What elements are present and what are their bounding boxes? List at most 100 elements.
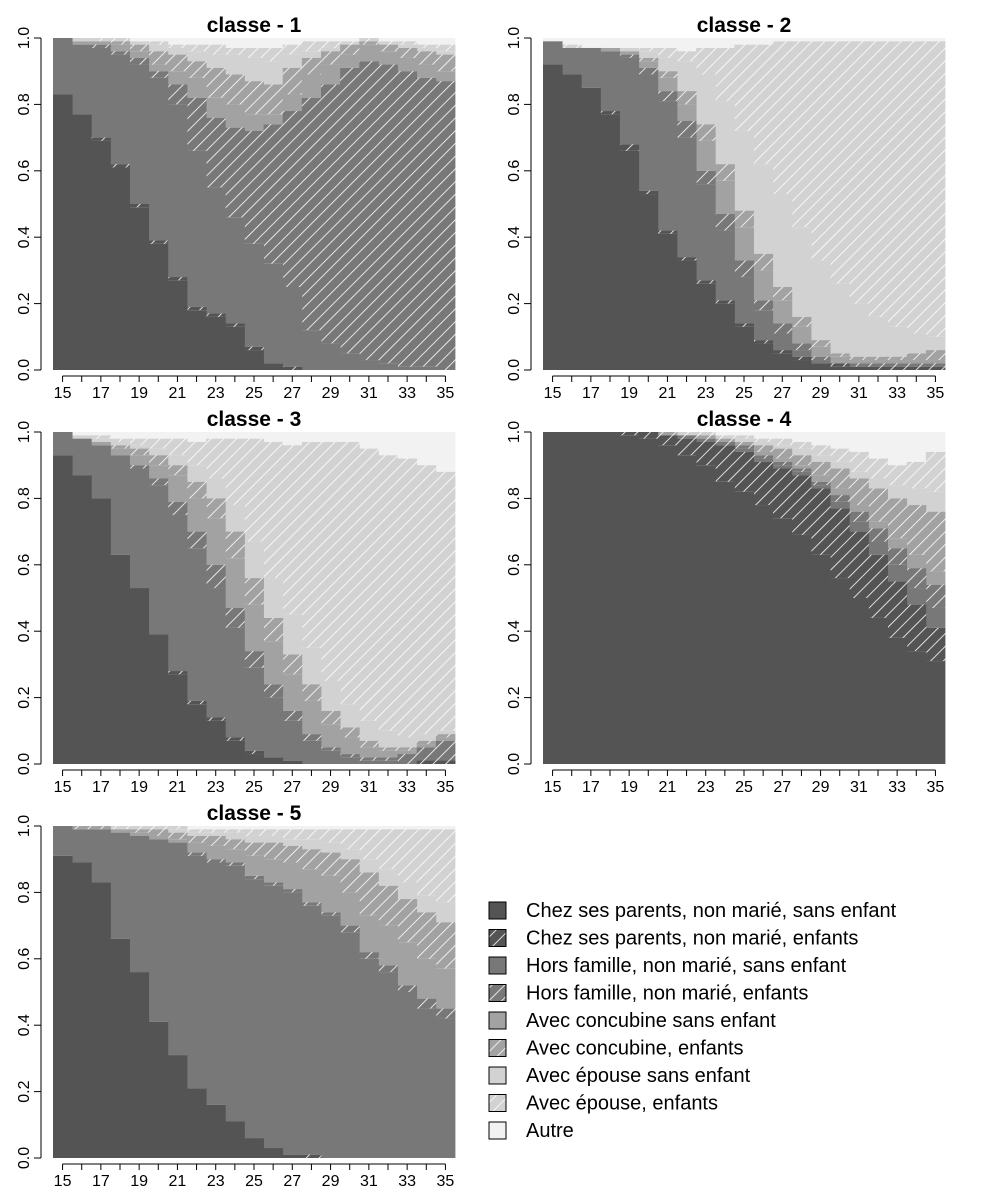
area-segment-2-s2-x34 — [906, 366, 927, 370]
area-segment-5-s7-x29 — [321, 842, 341, 853]
area-segment-2-s9-x29 — [811, 38, 831, 42]
area-segment-3-s4-x29 — [321, 747, 341, 751]
area-segment-2-s6-x30 — [830, 353, 850, 357]
area-segment-4-s4-x31 — [849, 511, 869, 522]
area-segment-1-s8-x21 — [167, 44, 188, 48]
area-segment-4-s4-x29 — [811, 481, 831, 486]
area-segment-5-s7-x30 — [340, 849, 360, 860]
area-segment-5-s9-x35 — [435, 826, 456, 830]
area-segment-3-s6-x32 — [378, 747, 398, 751]
x-tick-label: 31 — [850, 385, 868, 402]
area-segment-4-s7-x30 — [830, 461, 850, 469]
area-segment-2-s2-x27 — [772, 350, 793, 354]
x-tick-label: 23 — [207, 779, 225, 796]
area-segment-3-s9-x32 — [378, 432, 398, 456]
area-segment-4-s1-x22 — [677, 455, 697, 764]
area-segment-2-s1-x15 — [543, 64, 563, 370]
area-segment-2-s3-x24 — [715, 230, 735, 301]
area-segment-1-s1-x23 — [206, 316, 226, 370]
panel-3: classe - 3 0.0 0.2 0.4 0.6 0.8 1.0 15 17 19 21 23 25… — [16, 408, 456, 796]
area-segment-2-s8-x23 — [696, 47, 716, 75]
area-segment-2-s1-x31 — [849, 366, 869, 370]
area-segment-2-s9-x35 — [925, 38, 946, 42]
area-segment-1-s8-x31 — [359, 38, 379, 42]
area-segment-4-s8-x32 — [868, 458, 888, 479]
y-tick-label: 0.0 — [16, 753, 33, 775]
x-tick-label: 21 — [659, 779, 677, 796]
area-segment-5-s4-x32 — [378, 965, 398, 973]
area-segment-5-s4-x23 — [206, 859, 226, 863]
area-segment-2-s2-x28 — [791, 356, 812, 361]
area-segment-5-s9-x29 — [321, 826, 341, 830]
area-segment-3-s8-x35 — [435, 471, 456, 731]
area-segment-1-s5-x18 — [110, 44, 130, 52]
area-segment-4-s4-x33 — [887, 548, 908, 565]
area-segment-2-s9-x33 — [887, 38, 908, 42]
area-segment-2-s7-x26 — [753, 164, 774, 254]
area-segment-5-s5-x20 — [148, 835, 169, 840]
area-segment-3-s7-x18 — [110, 441, 130, 446]
area-segment-3-s1-x19 — [129, 588, 150, 764]
area-segment-4-s2-x34 — [906, 604, 927, 652]
area-segment-5-s3-x28 — [301, 905, 322, 1155]
area-segment-1-s1-x22 — [187, 310, 207, 370]
area-segment-4-s1-x17 — [581, 432, 601, 764]
area-segment-1-s3-x29 — [321, 343, 341, 370]
area-segment-1-s5-x26 — [263, 114, 284, 125]
area-segment-2-s5-x24 — [715, 180, 735, 214]
area-segment-2-s3-x21 — [657, 101, 678, 231]
area-segment-2-s4-x31 — [849, 363, 869, 367]
area-segment-2-s5-x22 — [677, 104, 697, 121]
area-segment-1-s1-x26 — [263, 363, 284, 370]
area-segment-4-s6-x24 — [715, 438, 735, 442]
area-segment-3-s5-x35 — [435, 737, 456, 741]
area-segment-5-s8-x23 — [206, 829, 226, 833]
area-segment-4-s4-x27 — [772, 461, 793, 466]
area-segment-3-s8-x34 — [416, 465, 437, 735]
area-segment-1-s4-x33 — [397, 71, 418, 367]
area-segment-2-s6-x25 — [734, 210, 754, 228]
area-segment-5-s1-x27 — [282, 1154, 303, 1158]
x-tick-label: 35 — [437, 385, 455, 402]
area-segment-1-s2-x17 — [91, 137, 111, 141]
area-segment-2-s4-x20 — [638, 67, 659, 75]
area-segment-1-s9-x26 — [263, 38, 284, 48]
area-segment-4-s8-x26 — [753, 438, 774, 442]
area-segment-2-s4-x23 — [696, 170, 716, 185]
x-tick-label: 19 — [130, 385, 148, 402]
area-segment-4-s1-x26 — [753, 505, 774, 764]
x-tick-label: 35 — [927, 779, 945, 796]
area-segment-2-s5-x30 — [830, 356, 850, 364]
area-segment-1-s4-x26 — [263, 124, 284, 264]
area-segment-2-s3-x15 — [543, 41, 563, 65]
area-segment-1-s4-x22 — [187, 97, 207, 151]
area-segment-3-s9-x18 — [110, 432, 130, 439]
area-segment-5-s6-x28 — [301, 849, 322, 870]
area-segment-4-s6-x33 — [887, 498, 908, 539]
area-segment-1-s7-x26 — [263, 61, 284, 85]
x-tick-label: 29 — [322, 779, 340, 796]
area-segment-3-s8-x26 — [263, 441, 284, 579]
area-segment-3-s3-x25 — [244, 667, 264, 751]
legend-swatch-4 — [488, 984, 507, 1002]
area-segment-5-s4-x34 — [416, 998, 437, 1009]
area-segment-1-s5-x31 — [359, 44, 379, 62]
area-segment-5-s1-x20 — [148, 1021, 169, 1158]
area-segment-5-s8-x29 — [321, 829, 341, 843]
area-segment-3-s3-x32 — [378, 760, 398, 764]
area-segment-5-s3-x35 — [435, 1018, 456, 1158]
area-segment-3-s9-x22 — [187, 432, 207, 442]
area-segment-3-s1-x16 — [72, 475, 92, 764]
area-segment-5-s3-x29 — [321, 915, 341, 1158]
area-segment-5-s8-x19 — [129, 826, 150, 830]
area-segment-2-s9-x22 — [677, 38, 697, 52]
area-segment-1-s9-x33 — [397, 38, 418, 42]
area-segment-3-s8-x28 — [301, 441, 322, 648]
x-tick-label: 33 — [888, 779, 906, 796]
area-segment-2-s3-x26 — [753, 310, 774, 341]
area-segment-2-s1-x24 — [715, 303, 735, 370]
area-segment-2-s2-x21 — [657, 230, 678, 234]
area-segment-3-s3-x16 — [72, 438, 92, 476]
area-segment-4-s2-x20 — [638, 432, 659, 439]
x-tick-label: 15 — [54, 779, 72, 796]
